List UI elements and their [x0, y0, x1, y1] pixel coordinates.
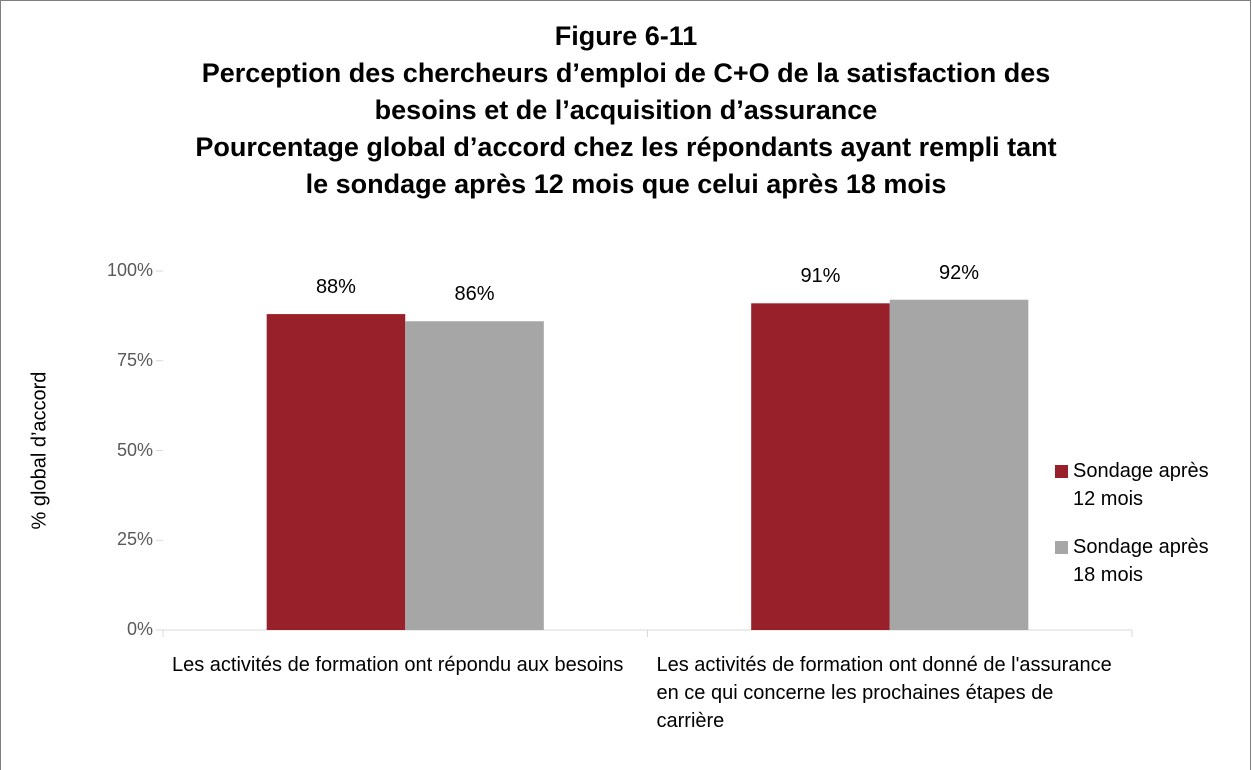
- x-tick-label: Les activités de formation ont donné de …: [656, 654, 1112, 732]
- title-line: Pourcentage global d’accord chez les rép…: [195, 132, 1057, 162]
- bar: [266, 314, 406, 630]
- title-line: Perception des chercheurs d’emploi de C+…: [201, 58, 1051, 88]
- y-tick-label: 75%: [116, 349, 153, 370]
- chart-title: Figure 6-11 Perception des chercheurs d’e…: [0, 18, 1252, 203]
- bar: [889, 299, 1029, 630]
- title-line: Figure 6-11: [554, 21, 698, 51]
- bar: [405, 321, 544, 630]
- title-line: besoins et de l’acquisition d’assurance: [374, 95, 878, 125]
- data-label: 86%: [454, 283, 495, 306]
- data-label: 88%: [315, 276, 356, 299]
- y-tick-label: 100%: [106, 260, 153, 280]
- y-tick-label: 50%: [116, 439, 153, 460]
- y-tick-label: 0%: [126, 619, 153, 639]
- bar: [751, 303, 890, 630]
- x-tick-label: Les activités de formation ont répondu a…: [172, 654, 624, 676]
- y-tick-label: 25%: [116, 529, 153, 550]
- legend-swatch: [1055, 541, 1068, 554]
- legend-swatch: [1055, 465, 1068, 478]
- title-line: le sondage après 12 mois que celui après…: [305, 169, 947, 199]
- data-label: 91%: [800, 265, 841, 288]
- y-axis-label: % global d’accord: [28, 371, 51, 529]
- legend-label: Sondage après 12 mois: [1073, 460, 1209, 510]
- legend-label: Sondage après 18 mois: [1073, 536, 1209, 586]
- data-label: 92%: [939, 261, 980, 284]
